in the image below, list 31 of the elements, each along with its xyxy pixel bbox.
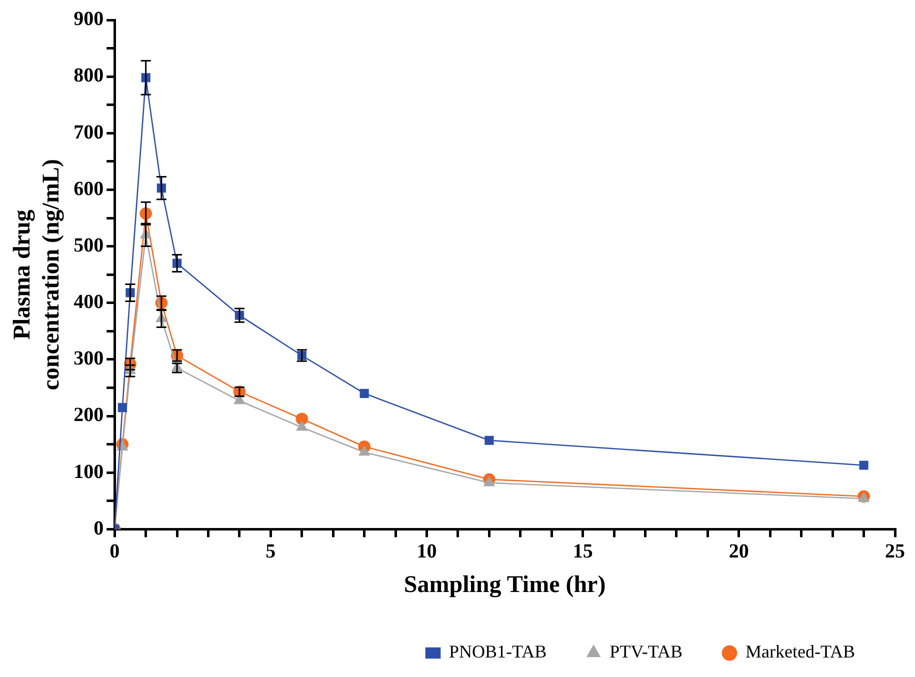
legend-label: PTV-TAB [610, 642, 682, 662]
x-tick-label: 15 [572, 540, 593, 562]
y-tick-label: 200 [74, 404, 104, 426]
y-tick-label: 400 [74, 291, 104, 314]
legend-label: Marketed-TAB [745, 642, 856, 662]
point [296, 412, 308, 426]
point [360, 388, 369, 398]
point [358, 446, 370, 456]
x-tick-label: 5 [266, 540, 276, 562]
y-tick-label: 100 [74, 460, 104, 483]
x-tick-label: 20 [728, 540, 749, 562]
y-tick-label: 600 [74, 178, 104, 200]
y-tick-label: 700 [74, 121, 104, 144]
point [484, 436, 494, 445]
point [859, 460, 868, 470]
y-tick-label: 300 [74, 348, 104, 370]
point [484, 476, 495, 486]
y-tick-label: 500 [74, 234, 104, 256]
point [296, 421, 308, 431]
x-tick-label: 25 [885, 540, 905, 562]
legend-label: PNOB1-TAB [449, 642, 547, 662]
x-tick-label: 0 [110, 540, 120, 562]
y-axis-title: Plasma drug concentration (ng/mL) [10, 158, 64, 390]
x-axis-title: Sampling Time (hr) [404, 572, 606, 598]
y-tick-label: 0 [94, 517, 104, 540]
point [858, 492, 870, 502]
y-tick-label: 900 [74, 8, 104, 30]
point [234, 394, 245, 404]
point [118, 403, 127, 412]
x-tick-label: 10 [416, 540, 437, 562]
y-tick-label: 800 [74, 64, 104, 87]
